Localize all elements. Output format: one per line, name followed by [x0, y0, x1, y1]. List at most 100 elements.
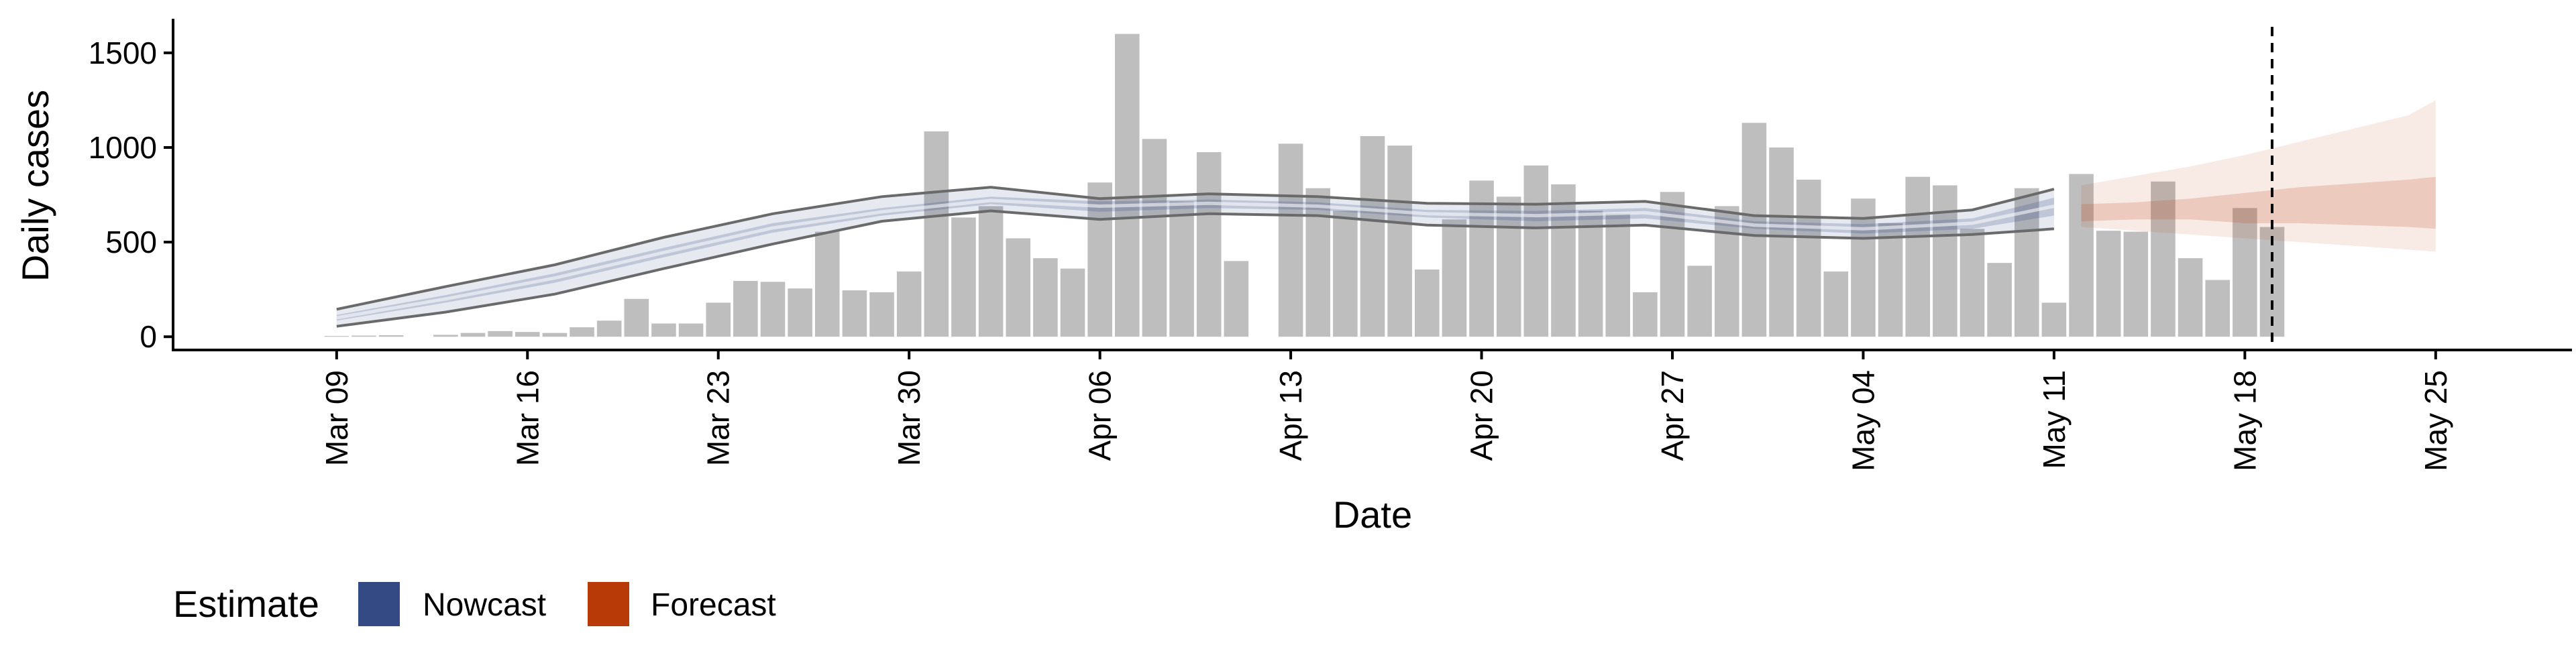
bar [2205, 280, 2231, 337]
y-tick-label: 1000 [89, 130, 157, 165]
x-tick-label: May 04 [1846, 370, 1881, 471]
bar [978, 206, 1004, 337]
bar [733, 280, 758, 337]
bar [1933, 185, 1957, 337]
x-tick-label: Apr 27 [1655, 370, 1690, 461]
bar [488, 331, 513, 337]
bar [1196, 152, 1222, 337]
nowcast-median-line [336, 198, 2055, 320]
x-tick-label: Apr 06 [1083, 370, 1118, 461]
bar [1905, 176, 1931, 337]
bar [1796, 179, 1821, 337]
bar [1878, 223, 1903, 337]
bar [1033, 258, 1058, 337]
bar [1387, 145, 1412, 337]
bar [324, 336, 350, 337]
bar [460, 333, 486, 337]
x-tick-label: Mar 16 [510, 370, 545, 466]
x-axis-title: Date [1333, 493, 1412, 536]
bar [596, 320, 622, 337]
bar [1633, 292, 1658, 337]
bar [951, 217, 976, 337]
bar [624, 298, 649, 337]
legend-label: Nowcast [423, 587, 546, 623]
bar [1769, 147, 1794, 337]
bar [814, 231, 840, 337]
forecast-inner-band [2081, 176, 2436, 229]
bar [352, 335, 376, 337]
bar [1360, 136, 1385, 337]
bars-layer [324, 34, 2285, 337]
bar [1305, 188, 1331, 337]
bar [542, 333, 568, 337]
axes-layer: 0 500 1000 1500 Mar 09 Mar 16 Mar 23 Mar 30 Apr … [89, 19, 2572, 471]
bar [869, 292, 894, 337]
bar [1087, 182, 1112, 337]
bar [1278, 143, 1303, 337]
bar [1414, 270, 1440, 337]
bar [1578, 211, 1603, 337]
bar [570, 327, 594, 337]
y-tick-label: 0 [140, 319, 157, 354]
bar [1851, 198, 1876, 337]
bar [1741, 123, 1767, 337]
bar [2041, 302, 2067, 337]
bar [2178, 258, 2203, 337]
bar [1551, 184, 1576, 337]
bar [2123, 231, 2149, 337]
bar [1169, 201, 1194, 337]
bar [2233, 208, 2257, 337]
y-tick-label: 500 [105, 225, 157, 259]
bar [1224, 261, 1249, 337]
bar [760, 282, 786, 337]
y-tick-label: 1500 [89, 36, 157, 70]
bar [1333, 211, 1358, 337]
bar [1687, 266, 1712, 337]
bar [515, 332, 540, 337]
nowcast-lower-line [336, 209, 2055, 328]
nowcast-outer-band [336, 187, 2054, 327]
bar [1142, 139, 1167, 337]
bar [1987, 263, 2012, 337]
bar [678, 323, 704, 337]
bar [2151, 181, 2176, 337]
bar [2096, 231, 2121, 337]
x-tick-label: May 18 [2227, 370, 2262, 471]
legend-swatch [588, 582, 629, 626]
bar [706, 302, 731, 337]
bar [788, 288, 812, 337]
bar [433, 335, 458, 337]
bar [1442, 219, 1467, 337]
nowcast-inner-band [336, 196, 2054, 321]
legend: Estimate Nowcast Forecast [173, 582, 776, 626]
legend-title: Estimate [173, 583, 319, 625]
bar [1114, 34, 1140, 337]
bar [1060, 268, 1085, 337]
x-tick-label: Apr 20 [1464, 370, 1499, 461]
bar [1823, 271, 1849, 337]
bar [924, 131, 949, 337]
bar [2069, 174, 2094, 337]
bar [651, 323, 676, 337]
x-tick-label: Mar 23 [701, 370, 736, 466]
x-tick-label: Mar 09 [319, 370, 354, 466]
x-tick-label: Mar 30 [892, 370, 926, 466]
bar [1006, 238, 1031, 337]
bar [1960, 229, 1985, 337]
bar [1523, 165, 1549, 337]
bar [1496, 196, 1521, 337]
legend-swatch [358, 582, 400, 626]
nowcast-upper-line [336, 186, 2055, 311]
y-axis-title: Daily cases [14, 90, 56, 282]
bands-layer [336, 27, 2436, 350]
x-tick-label: Apr 13 [1273, 370, 1308, 461]
bar [1714, 206, 1739, 337]
forecast-outer-band [2081, 100, 2436, 252]
bar [1605, 213, 1631, 337]
bar [378, 335, 404, 337]
bar [1469, 180, 1494, 337]
bar [896, 271, 922, 337]
bar [842, 290, 867, 337]
